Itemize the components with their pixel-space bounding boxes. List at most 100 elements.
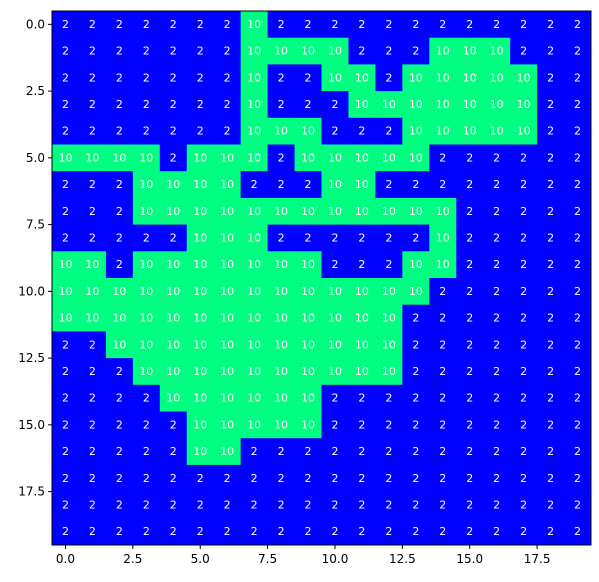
- cell-value-label: 10: [220, 392, 234, 405]
- cell-value-label: 2: [116, 71, 123, 84]
- cell-value-label: 2: [385, 392, 392, 405]
- cell-value-label: 10: [301, 285, 315, 298]
- cell-value-label: 2: [89, 178, 96, 191]
- cell-value-label: 2: [439, 312, 446, 325]
- cell-value-label: 2: [89, 392, 96, 405]
- cell-value-label: 2: [439, 472, 446, 485]
- cell-value-label: 2: [170, 525, 177, 538]
- cell-value-label: 2: [493, 258, 500, 271]
- cell-value-label: 2: [439, 392, 446, 405]
- cell-value-label: 10: [274, 45, 288, 58]
- cell-value-label: 10: [436, 98, 450, 111]
- cell-value-label: 10: [301, 338, 315, 351]
- cell-value-label: 2: [439, 178, 446, 191]
- cell-value-label: 10: [220, 258, 234, 271]
- cell-value-label: 10: [247, 418, 261, 431]
- cell-value-label: 10: [247, 45, 261, 58]
- cell-value-label: 10: [409, 285, 423, 298]
- cell-value-label: 2: [62, 18, 69, 31]
- cell-value-label: 2: [251, 472, 258, 485]
- cell-value-label: 2: [466, 445, 473, 458]
- cell-value-label: 10: [247, 338, 261, 351]
- cell-value-label: 10: [517, 98, 531, 111]
- y-tick-label: 7.5: [26, 218, 45, 232]
- cell-value-label: 10: [220, 178, 234, 191]
- cell-value-label: 2: [493, 231, 500, 244]
- cell-value-label: 2: [385, 18, 392, 31]
- cell-value-label: 2: [62, 71, 69, 84]
- cell-value-label: 2: [278, 98, 285, 111]
- cell-value-label: 10: [193, 418, 207, 431]
- cell-value-label: 2: [547, 258, 554, 271]
- y-tick-label: 0.0: [26, 17, 45, 31]
- cell-value-label: 2: [143, 418, 150, 431]
- cell-value-label: 2: [143, 392, 150, 405]
- cell-value-label: 2: [62, 392, 69, 405]
- cell-value-label: 2: [62, 445, 69, 458]
- cell-value-label: 10: [112, 151, 126, 164]
- cell-value-label: 2: [547, 45, 554, 58]
- cell-value-label: 10: [193, 312, 207, 325]
- cell-value-label: 2: [466, 258, 473, 271]
- cell-value-label: 2: [358, 45, 365, 58]
- cell-value-label: 10: [274, 125, 288, 138]
- cell-value-label: 2: [278, 151, 285, 164]
- cell-value-label: 10: [247, 365, 261, 378]
- cell-value-label: 2: [574, 525, 581, 538]
- cell-value-label: 2: [466, 151, 473, 164]
- cell-value-label: 2: [116, 525, 123, 538]
- cell-value-label: 10: [436, 205, 450, 218]
- cell-value-label: 2: [224, 45, 231, 58]
- cell-value-label: 2: [170, 472, 177, 485]
- cell-value-label: 2: [574, 312, 581, 325]
- cell-value-label: 2: [197, 18, 204, 31]
- cell-value-label: 2: [574, 71, 581, 84]
- cell-value-label: 10: [139, 258, 153, 271]
- cell-value-label: 2: [143, 45, 150, 58]
- cell-value-label: 10: [301, 151, 315, 164]
- cell-value-label: 2: [197, 98, 204, 111]
- cell-value-label: 10: [274, 312, 288, 325]
- cell-value-label: 10: [328, 312, 342, 325]
- cell-value-label: 2: [520, 231, 527, 244]
- cell-value-label: 2: [520, 18, 527, 31]
- cell-value-label: 2: [305, 71, 312, 84]
- cell-value-label: 2: [385, 258, 392, 271]
- cell-value-label: 2: [224, 498, 231, 511]
- cell-value-label: 2: [143, 445, 150, 458]
- cell-value-label: 10: [274, 338, 288, 351]
- cell-value-label: 10: [193, 445, 207, 458]
- cell-value-label: 2: [493, 472, 500, 485]
- cell-value-label: 10: [517, 125, 531, 138]
- cell-value-label: 10: [409, 71, 423, 84]
- cell-value-label: 2: [143, 98, 150, 111]
- cell-value-label: 2: [412, 392, 419, 405]
- cell-value-label: 2: [574, 445, 581, 458]
- cell-value-label: 2: [547, 338, 554, 351]
- cell-value-label: 10: [58, 258, 72, 271]
- cell-value-label: 10: [166, 392, 180, 405]
- cell-value-label: 2: [385, 472, 392, 485]
- cell-value-label: 10: [328, 45, 342, 58]
- cell-value-label: 10: [436, 71, 450, 84]
- cell-value-label: 2: [574, 45, 581, 58]
- cell-value-label: 10: [301, 258, 315, 271]
- x-tick-label: 2.5: [123, 552, 142, 566]
- cell-value-label: 2: [278, 472, 285, 485]
- cell-value-label: 2: [493, 151, 500, 164]
- cell-value-label: 2: [439, 365, 446, 378]
- cell-value-label: 10: [463, 98, 477, 111]
- cell-value-label: 2: [358, 445, 365, 458]
- cell-value-label: 2: [143, 231, 150, 244]
- cell-value-label: 2: [547, 178, 554, 191]
- cell-value-label: 10: [247, 125, 261, 138]
- cell-value-label: 10: [85, 285, 99, 298]
- cell-value-label: 10: [355, 71, 369, 84]
- cell-value-label: 2: [520, 151, 527, 164]
- cell-value-label: 2: [574, 285, 581, 298]
- cell-value-label: 2: [251, 498, 258, 511]
- cell-value-label: 2: [331, 498, 338, 511]
- cell-value-label: 10: [274, 392, 288, 405]
- cell-value-label: 2: [278, 178, 285, 191]
- cell-value-label: 2: [116, 472, 123, 485]
